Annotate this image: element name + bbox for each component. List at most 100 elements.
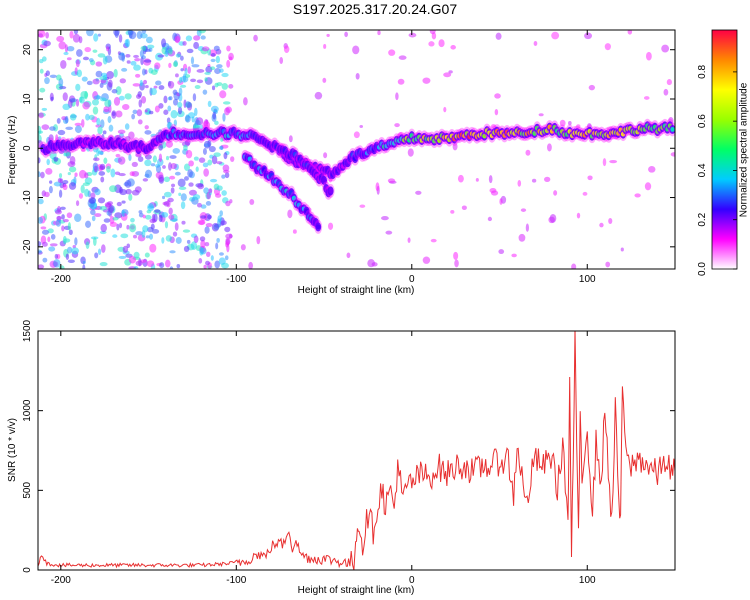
- spectrogram-speck: [207, 139, 212, 147]
- spectrogram-speck: [71, 71, 79, 77]
- spectrogram-speck: [88, 58, 94, 63]
- spectrogram-speck: [661, 44, 670, 53]
- spectrogram-speck: [63, 225, 71, 230]
- snr-x-ticks: -200 -100 0 100: [51, 331, 596, 586]
- spectrogram-speck: [213, 187, 221, 196]
- spectrogram-speck: [108, 104, 112, 113]
- spectrogram-speck: [197, 123, 204, 132]
- spectrogram-speck: [120, 233, 129, 239]
- spectrogram-speck: [58, 85, 67, 90]
- spectrogram-speck: [66, 57, 72, 61]
- spectrogram-speck: [154, 62, 161, 70]
- trace-core: [289, 190, 294, 196]
- spectrogram-speck: [214, 193, 222, 198]
- spectrogram-speck: [143, 79, 148, 85]
- spectrogram-speck: [223, 152, 228, 160]
- snr-x-tick-label: -100: [226, 575, 246, 586]
- spectrogram-speck: [169, 175, 176, 180]
- spectrogram-speck: [199, 236, 206, 242]
- spectrogram-speck: [663, 88, 669, 96]
- spectrogram-speck: [58, 173, 63, 179]
- spectrogram-speck: [220, 220, 227, 226]
- spectrogram-speck: [428, 41, 435, 47]
- spectrogram-speck: [217, 215, 222, 223]
- spectrogram-speck: [133, 54, 139, 58]
- spectrogram-speck: [38, 198, 44, 205]
- spectrogram-speck: [104, 202, 112, 208]
- spectrogram-main-trace: [39, 118, 675, 182]
- spectrogram-speck: [104, 99, 111, 108]
- spectrogram-speck: [49, 180, 53, 184]
- spectrogram-speck: [158, 141, 167, 149]
- spectrogram-speck: [219, 210, 223, 217]
- spectrogram-speck: [203, 264, 207, 269]
- trace-core: [304, 208, 309, 214]
- spectrogram-speck: [249, 199, 255, 205]
- spectrogram-speck: [119, 78, 127, 84]
- spectrogram-speck: [191, 64, 200, 68]
- spectrogram-speck: [62, 182, 67, 188]
- spectrogram-speck: [192, 123, 197, 133]
- spectrogram-speck: [58, 265, 65, 269]
- spectrogram-speck: [193, 35, 201, 41]
- spectrogram-speck: [74, 213, 82, 223]
- spectrogram-speck: [131, 189, 140, 196]
- spectrogram-y-label: Frequency (Hz): [7, 116, 18, 185]
- spectrogram-speck: [204, 213, 212, 221]
- spectrogram-speck: [200, 35, 206, 40]
- spectrogram-speck: [54, 209, 62, 215]
- spectrogram-speck: [57, 178, 62, 183]
- spectrogram-speck: [494, 93, 501, 99]
- spectrogram-speck: [38, 216, 44, 224]
- snr-y-tick-label: 0: [22, 567, 33, 573]
- spectrogram-speck: [121, 211, 127, 217]
- spectrogram-speck: [70, 179, 77, 187]
- spectrogram-speck: [206, 191, 212, 200]
- spectrogram-speck: [397, 78, 405, 85]
- spectrogram-speck: [131, 170, 140, 177]
- spectrogram-speck: [144, 252, 150, 258]
- spectrogram-speck: [56, 253, 61, 260]
- spectrogram-speck: [205, 192, 211, 200]
- spectrogram-speck: [138, 99, 142, 108]
- spectrogram-speck: [71, 250, 79, 258]
- spectrogram-speck: [85, 220, 92, 228]
- spectrogram-speck: [38, 30, 46, 38]
- spectrogram-speck: [221, 262, 229, 269]
- spectrogram-speck: [70, 114, 77, 119]
- spectrogram-speck: [137, 91, 142, 98]
- spectrogram-speck: [118, 52, 126, 61]
- spectrogram-speck: [107, 46, 112, 56]
- spectrogram-speck: [42, 257, 48, 263]
- spectrogram-speck: [56, 74, 62, 81]
- spectrogram-speck: [119, 186, 123, 194]
- spectrogram-speck: [163, 176, 171, 183]
- spectrogram-speck: [62, 235, 67, 245]
- spectrogram-speck: [66, 212, 73, 219]
- spectrogram-speck: [213, 152, 221, 157]
- spectrogram-speck: [140, 46, 147, 51]
- spectrogram-speck: [448, 70, 453, 74]
- spectrogram-speck: [228, 233, 233, 239]
- spectrogram-speck: [202, 121, 211, 130]
- spectrogram-speck: [91, 168, 98, 176]
- spectrogram-speck: [116, 223, 120, 231]
- spectrogram-speck: [181, 220, 186, 225]
- spectrogram-speck: [219, 145, 224, 150]
- spectrogram-speck: [85, 113, 90, 121]
- spectrogram-speck: [89, 201, 98, 210]
- spectrogram-speck: [100, 72, 108, 78]
- spectrogram-speck: [111, 110, 117, 119]
- spectrogram-speck: [176, 110, 185, 118]
- spectrogram-speck: [114, 171, 121, 175]
- spectrogram-speck: [59, 178, 64, 183]
- spectrogram-speck: [191, 196, 199, 205]
- spectrogram-speck: [344, 31, 348, 38]
- spectrogram-speck: [92, 165, 99, 173]
- spectrogram-speck: [144, 69, 148, 75]
- spectrogram-speck: [174, 171, 181, 176]
- spectrogram-speck: [118, 95, 125, 101]
- spectrogram-speck: [61, 225, 65, 232]
- spectrogram-speck: [166, 199, 171, 208]
- spectrogram-speck: [314, 91, 323, 100]
